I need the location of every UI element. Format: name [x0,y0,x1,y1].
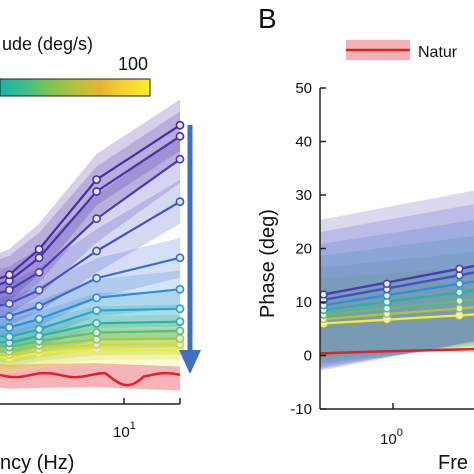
panel-b-natural-line [319,347,474,355]
panel-b-x-tick-base: 10 [380,431,397,448]
panel-a-band [0,99,180,304]
panel-a-x-tick-label: 101 [113,420,136,441]
panel-b-data-point [455,296,464,306]
colorbar-title: ude (deg/s) [2,34,93,54]
panel-b-x-tick-exponent: 0 [397,427,403,439]
panel-a-data-point [34,253,44,263]
panel-a-data-point [34,267,44,277]
panel-b-y-label: Phase (deg) [257,209,279,318]
panel-a-data-point [34,314,44,324]
panel-b-y-ticks: -10 0 10 20 30 40 50 [290,80,326,418]
panel-a-data-point [92,328,101,337]
panel-b-data-point [455,304,464,313]
panel-b-y-tick-label: 40 [295,134,312,151]
panel-a-band [0,304,180,360]
panel-a-band [0,291,180,355]
panel-a-data-point [92,318,101,328]
panel-a-data-point [92,246,101,256]
panel-a-data-point [4,299,14,309]
panel-b-x-tick-label: 100 [380,427,403,448]
panel-a-data-point [92,187,101,196]
panel-b-data-point [455,311,464,320]
colorbar-max-label: 100 [118,54,148,74]
panel-b-data-point [455,288,464,297]
panel-a-data-point [175,326,185,336]
panel-b-y-tick-label: 50 [295,80,312,97]
panel-a-data-point [175,304,185,314]
panel-a-data-point [175,120,185,130]
panel-a-x-tick-exponent: 1 [130,420,136,432]
panel-a-data-point [92,293,101,303]
panel-b-y-tick-label: 10 [295,294,312,311]
panel-a-data-point [34,285,44,295]
panel-b-bands [320,190,474,371]
panel-a-data-point [92,306,101,315]
panel-b-y-tick-label: 0 [304,348,312,365]
panel-a-data-point [4,332,14,342]
panel-b-data-point [382,279,392,288]
panel-a-x-tick-base: 10 [113,424,130,441]
panel-b-markers [319,264,464,328]
colorbar [0,78,151,97]
panel-a-data-point [4,323,14,332]
panel-b-letter: B [258,3,277,34]
panel-a-data-point [34,244,44,254]
panel-b-x-label: Fre [438,452,468,474]
panel-a-data-point [175,131,185,141]
legend-label: Natur [418,44,458,61]
panel-a-band [0,111,180,309]
panel-a-band [0,237,180,337]
panel-a-data-point [175,334,185,343]
trend-arrow [179,125,201,374]
panel-b-data-point [455,264,464,273]
panel-a-data-point [175,154,185,164]
panel-a-data-point [4,311,14,321]
panel-b-y-tick-label: 30 [295,187,312,204]
panel-a-data-point [175,253,185,263]
panel-a-data-point [92,273,101,283]
panel-a-data-point [34,324,44,334]
panel-a: ude (deg/s) 100 101 ncy (Hz) [0,34,201,474]
panel-a-data-point [175,284,185,294]
panel-a-band [0,179,180,328]
panel-b-y-tick-label: -10 [290,401,312,418]
panel-a-series-line [0,371,181,387]
panel-b-y-tick-label: 20 [295,241,312,258]
panel-b-data-point [319,290,328,299]
panel-a-data-point [175,197,185,207]
panel-a-data-point [92,214,101,224]
panel-a-data-point [4,285,14,295]
panel-a-data-point [34,301,44,311]
panel-a-data-point [175,317,185,326]
panel-b-data-point [455,279,464,288]
panel-a-data-point [4,270,14,280]
panel-a-data-point [92,175,101,184]
panel-a-markers [4,120,185,363]
panel-a-x-label: ncy (Hz) [0,452,74,474]
